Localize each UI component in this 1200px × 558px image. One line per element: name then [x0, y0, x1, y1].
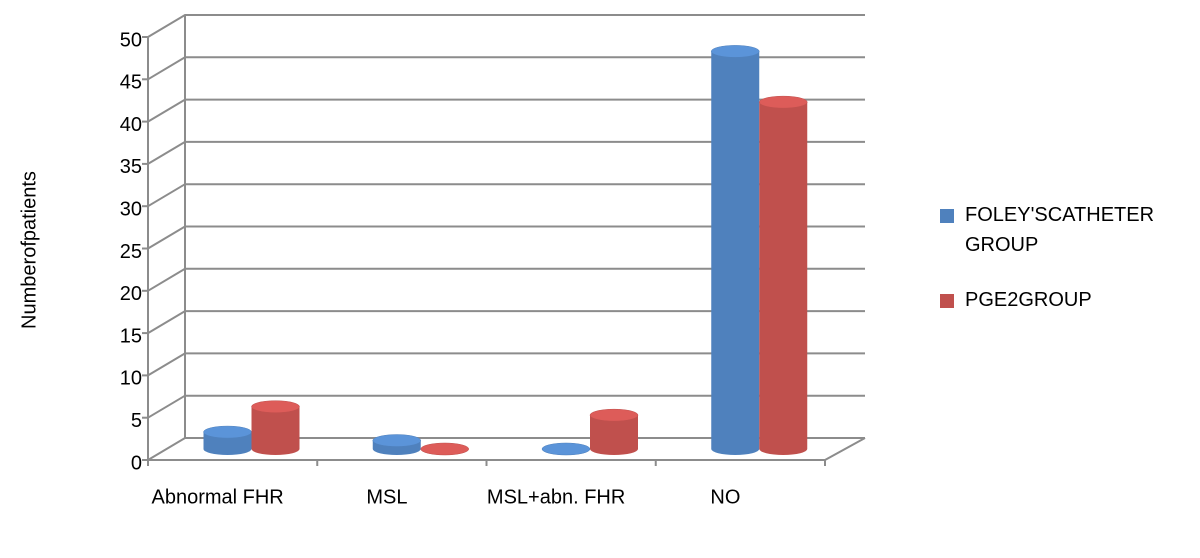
- x-tick-label: Abnormal FHR: [151, 486, 283, 508]
- grid-line: [147, 310, 865, 334]
- bar-top: [420, 442, 469, 456]
- bar-top: [759, 95, 808, 109]
- x-tick-label: NO: [710, 486, 740, 508]
- y-tick-label: 5: [131, 410, 142, 432]
- bar-top: [203, 425, 252, 439]
- bar-top: [541, 442, 591, 456]
- legend-swatch: [940, 209, 954, 223]
- bar: [590, 415, 638, 455]
- grid-line: [147, 394, 865, 419]
- y-tick-label: 45: [120, 72, 142, 94]
- bar-top: [589, 408, 639, 422]
- grid-line: [147, 98, 865, 123]
- bar: [711, 51, 760, 455]
- grid-line: [147, 56, 865, 81]
- legend-label: PGE2GROUP: [965, 289, 1092, 311]
- bar: [203, 432, 252, 455]
- grid-line: [147, 183, 865, 208]
- y-tick-label: 35: [120, 156, 142, 178]
- y-tick-label: 0: [131, 452, 142, 474]
- grid-line: [147, 225, 865, 250]
- y-tick-label: 30: [120, 198, 142, 220]
- y-tick-label: 40: [120, 114, 142, 136]
- y-tick-label: 50: [120, 29, 142, 51]
- grid-line: [147, 352, 865, 377]
- y-axis-label: Numberofpatients: [18, 171, 40, 329]
- legend-label: FOLEY'SCATHETER GROUP: [965, 204, 1155, 256]
- bar-top: [251, 400, 300, 413]
- y-tick-label: 20: [120, 283, 142, 305]
- grid-line: [147, 140, 865, 165]
- bar: [759, 102, 808, 455]
- bar-top: [711, 45, 760, 58]
- y-tick-label: 10: [120, 368, 142, 390]
- x-tick-label: MSL+abn. FHR: [487, 486, 625, 508]
- grid-line: [147, 267, 865, 292]
- bar-top: [372, 434, 421, 447]
- legend-swatch: [940, 294, 954, 308]
- grid-line: [147, 437, 865, 461]
- bar: [251, 406, 300, 455]
- y-tick-label: 15: [120, 325, 142, 347]
- y-tick-label: 25: [120, 241, 142, 263]
- grid-line: [147, 14, 865, 38]
- x-tick-label: MSL: [366, 486, 407, 508]
